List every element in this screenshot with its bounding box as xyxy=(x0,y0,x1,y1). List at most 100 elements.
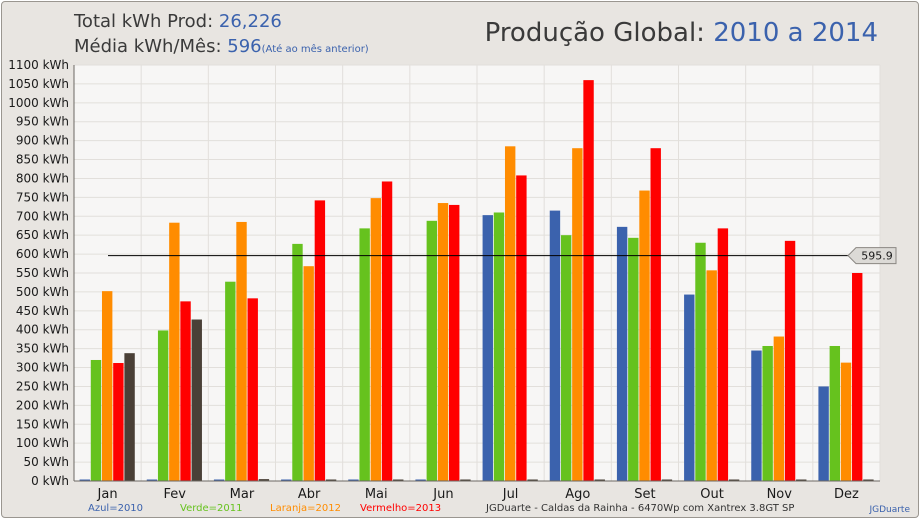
bar xyxy=(292,243,303,481)
y-tick-label: 650 kWh xyxy=(16,228,69,242)
bar xyxy=(393,479,404,481)
total-label: Total kWh Prod: xyxy=(74,11,214,32)
bar xyxy=(773,336,785,481)
x-tick-label: Nov xyxy=(767,487,793,502)
bar xyxy=(717,228,729,481)
bar xyxy=(628,237,639,481)
average-note: (Até ao mês anterior) xyxy=(261,44,369,55)
y-tick-label: 200 kWh xyxy=(16,398,69,412)
chart-title: Produção Global: 2010 a 2014 xyxy=(485,18,878,48)
bar xyxy=(583,80,594,482)
bar xyxy=(527,479,538,481)
bar xyxy=(348,479,359,481)
bar xyxy=(247,298,258,481)
bar xyxy=(482,215,493,481)
average-value: 596 xyxy=(227,36,262,57)
bar xyxy=(180,301,191,481)
x-tick-label: Abr xyxy=(298,487,321,502)
bar xyxy=(79,479,90,481)
bar xyxy=(449,204,460,481)
title-range: 2010 a 2014 xyxy=(713,18,878,48)
title-prefix: Produção Global: xyxy=(484,18,705,48)
bar xyxy=(90,359,102,481)
bar xyxy=(516,175,527,482)
y-tick-label: 400 kWh xyxy=(16,323,69,337)
x-tick-label: Mai xyxy=(365,487,388,502)
x-tick-label: Out xyxy=(700,487,724,502)
total-production: Total kWh Prod: 26,226 xyxy=(74,9,369,34)
bar xyxy=(258,479,270,481)
y-tick-label: 100 kWh xyxy=(16,436,69,450)
legend-item: Laranja=2012 xyxy=(270,503,341,514)
footer-info: JGDuarte - Caldas da Rainha - 6470Wp com… xyxy=(485,503,794,514)
bar xyxy=(213,479,225,481)
average-tag xyxy=(847,247,897,265)
bar xyxy=(191,319,202,481)
bar xyxy=(381,181,393,482)
footer-credit: JGDuarte xyxy=(868,505,910,515)
bar xyxy=(572,148,583,481)
bar xyxy=(314,200,326,481)
bar xyxy=(236,221,247,482)
bar xyxy=(437,203,449,481)
bar xyxy=(370,198,382,481)
bar xyxy=(639,190,650,481)
x-tick-label: Fev xyxy=(164,487,187,502)
y-tick-label: 1100 kWh xyxy=(8,58,69,72)
bar xyxy=(493,212,505,481)
y-tick-label: 250 kWh xyxy=(16,379,69,393)
y-tick-label: 750 kWh xyxy=(16,190,69,204)
y-tick-label: 500 kWh xyxy=(16,285,69,299)
bar xyxy=(124,353,135,481)
bar xyxy=(840,362,852,481)
bar xyxy=(281,479,292,481)
bar xyxy=(303,266,314,481)
bar xyxy=(157,330,169,481)
bar xyxy=(650,148,661,481)
y-tick-label: 950 kWh xyxy=(16,115,69,129)
monthly-average: Média kWh/Mês: 596(Até ao mês anterior) xyxy=(74,34,369,62)
total-value: 26,226 xyxy=(218,11,282,32)
bar xyxy=(852,273,863,481)
y-tick-label: 800 kWh xyxy=(16,171,69,185)
y-tick-label: 600 kWh xyxy=(16,247,69,261)
y-tick-label: 150 kWh xyxy=(16,417,69,431)
x-tick-label: Jan xyxy=(97,487,118,502)
y-tick-label: 1050 kWh xyxy=(8,77,69,91)
x-tick-label: Dez xyxy=(834,487,859,502)
bar xyxy=(684,294,695,481)
legend-item: Azul=2010 xyxy=(88,503,143,514)
y-tick-label: 300 kWh xyxy=(16,361,69,375)
x-tick-label: Set xyxy=(634,487,655,502)
average-label: 595.9 xyxy=(861,250,893,263)
x-tick-label: Mar xyxy=(230,487,255,502)
bar xyxy=(549,210,561,481)
bar xyxy=(751,350,762,481)
bar xyxy=(829,345,841,481)
y-tick-label: 450 kWh xyxy=(16,304,69,318)
bar xyxy=(101,291,113,481)
bar xyxy=(616,226,628,481)
bar xyxy=(818,386,829,481)
bar xyxy=(695,242,706,481)
x-tick-label: Ago xyxy=(565,487,590,502)
average-label: Média kWh/Mês: xyxy=(74,36,222,57)
bar xyxy=(762,345,773,481)
y-tick-label: 850 kWh xyxy=(16,153,69,167)
bar xyxy=(146,479,158,481)
x-tick-label: Jul xyxy=(502,487,519,502)
summary-panel: Total kWh Prod: 26,226 Média kWh/Mês: 59… xyxy=(74,9,369,62)
legend-item: Vermelho=2013 xyxy=(360,503,441,514)
y-tick-label: 350 kWh xyxy=(16,342,69,356)
y-tick-label: 50 kWh xyxy=(23,455,69,469)
y-tick-label: 900 kWh xyxy=(16,134,69,148)
bar xyxy=(784,240,796,481)
bar xyxy=(113,363,124,481)
bar xyxy=(225,281,236,481)
bar xyxy=(504,146,516,482)
bar xyxy=(460,479,471,481)
bar xyxy=(325,479,337,481)
bar xyxy=(863,479,874,481)
y-tick-label: 0 kWh xyxy=(31,474,69,488)
